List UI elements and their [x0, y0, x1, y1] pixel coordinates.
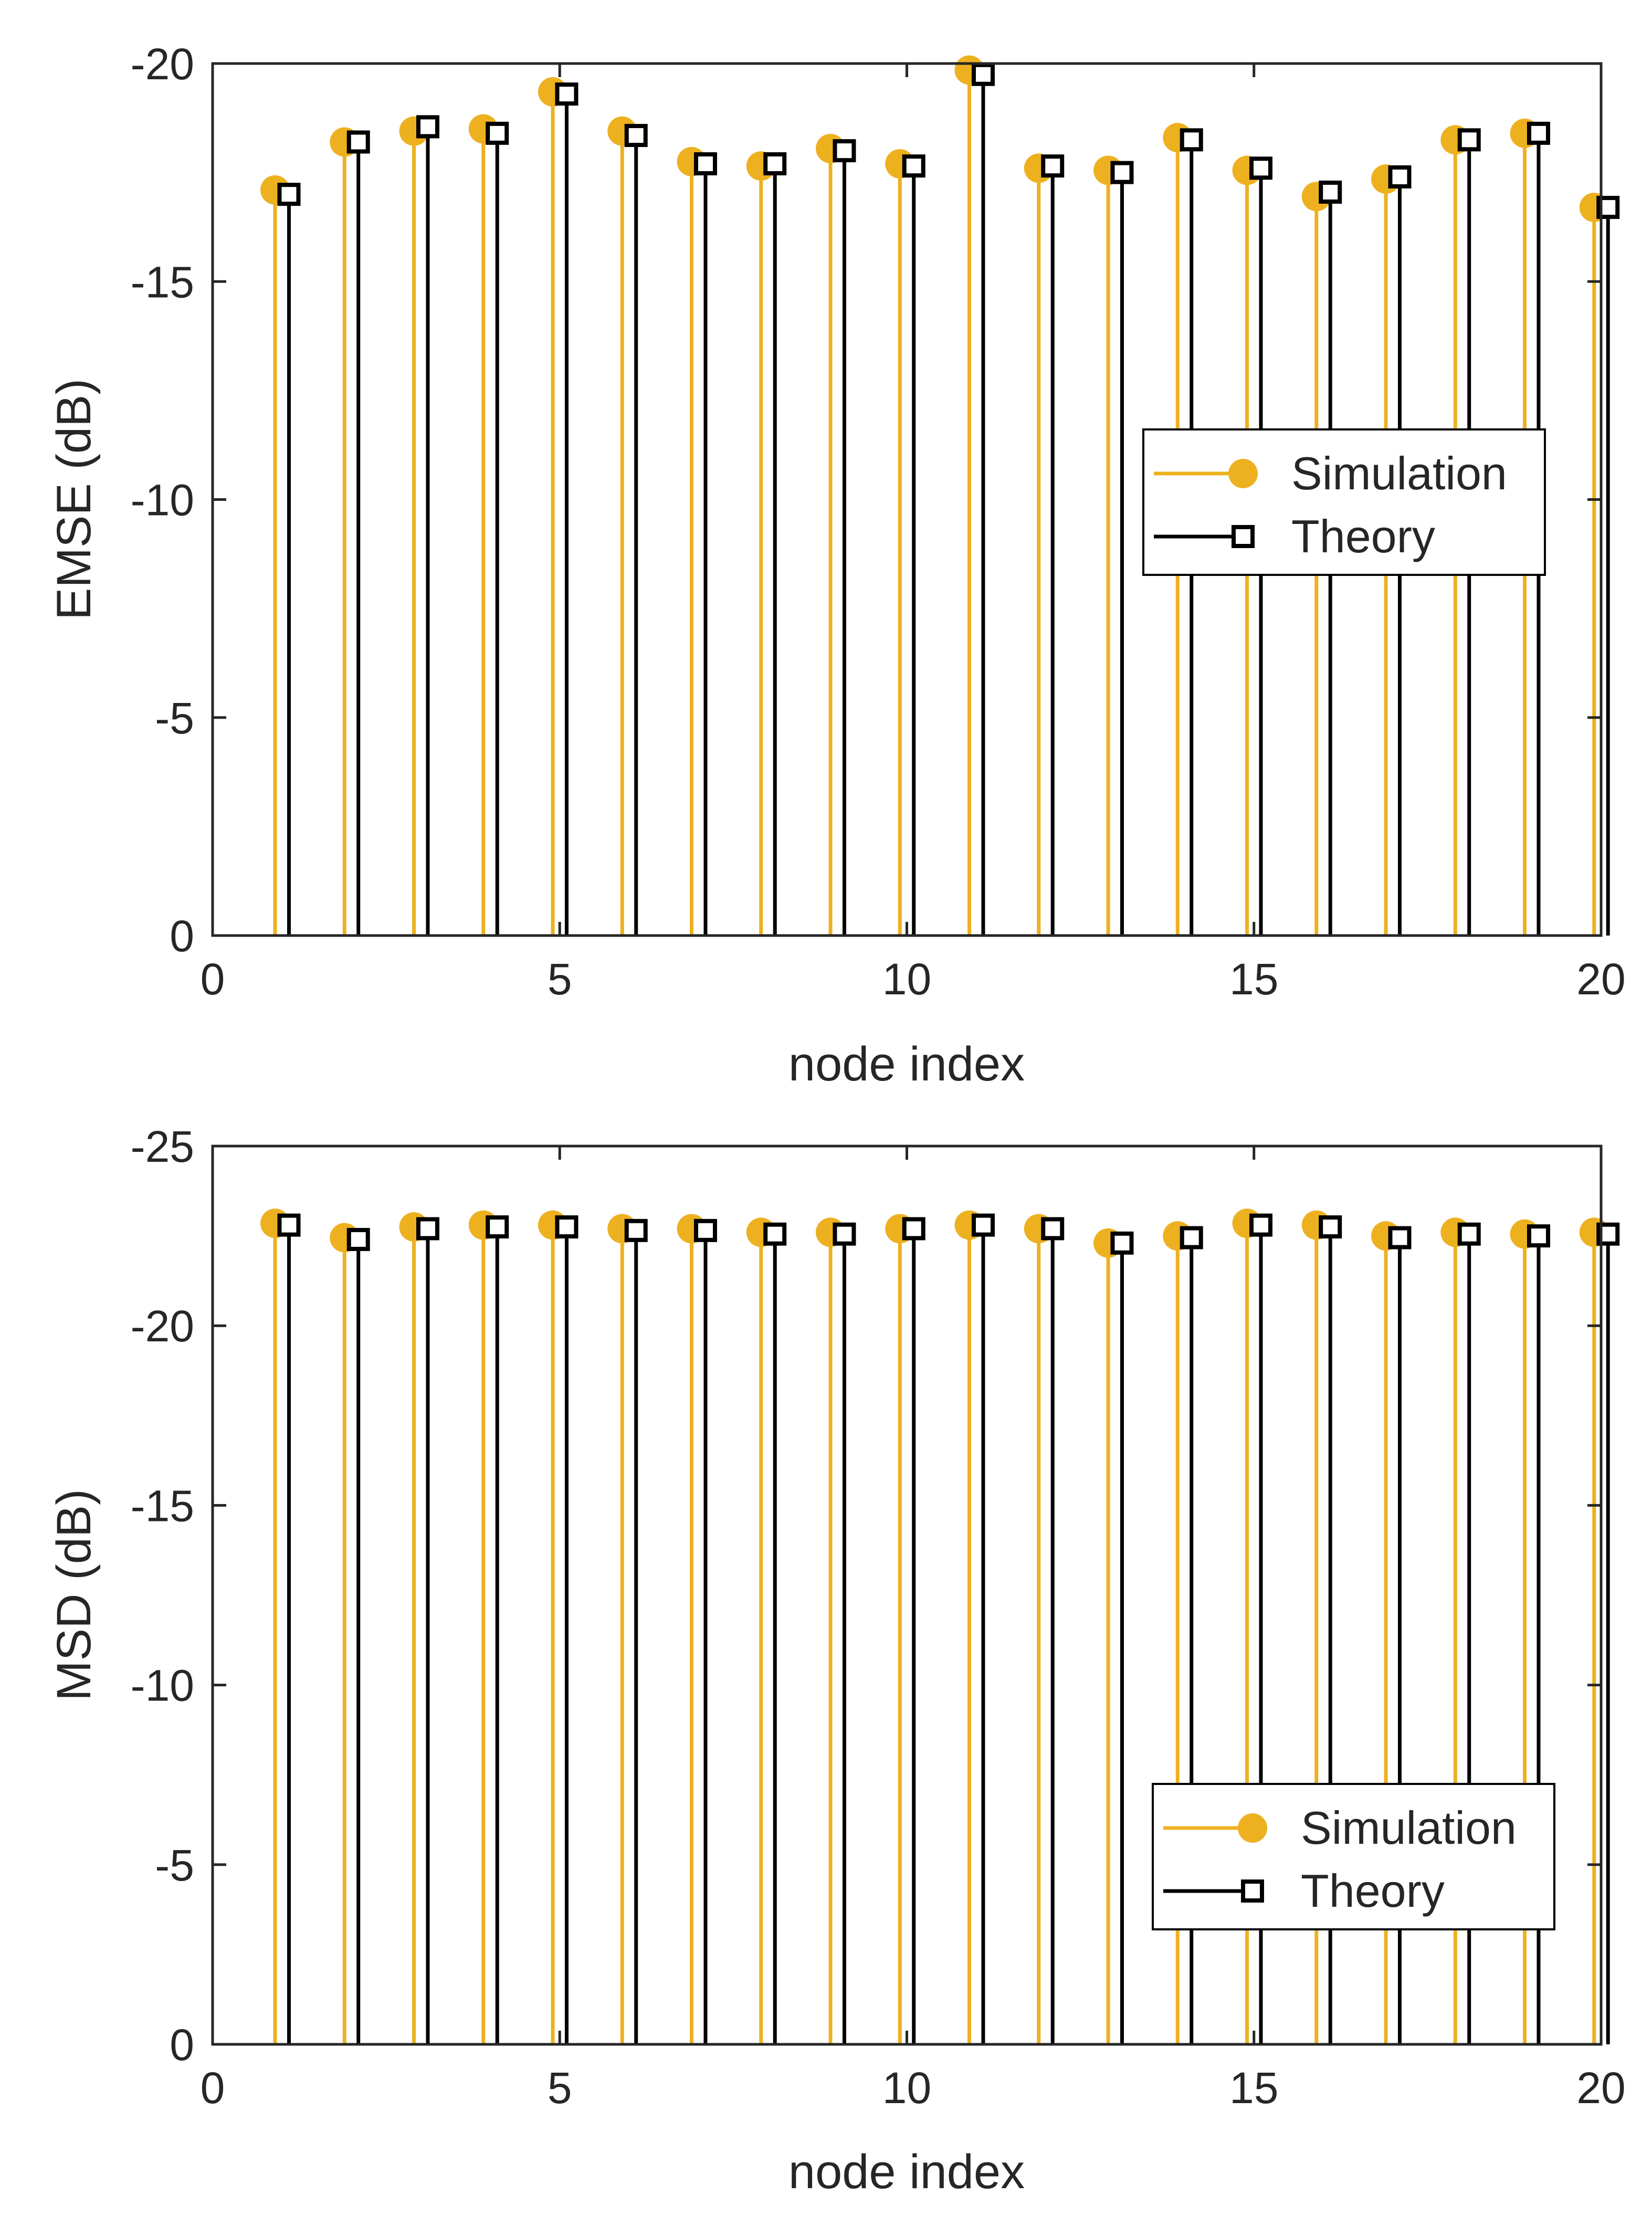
msd-legend: Simulation Theory	[1152, 1783, 1555, 1930]
msd-y-tick-label: -5	[155, 1841, 194, 1890]
emse-legend-theory-label: Theory	[1291, 510, 1435, 562]
msd-y-tick-label: -10	[131, 1661, 194, 1710]
emse-theory-marker	[1388, 165, 1412, 188]
emse-y-tick-label: -20	[131, 39, 194, 89]
emse-theory-marker	[346, 130, 370, 154]
msd-theory-marker	[624, 1219, 648, 1242]
emse-x-tick-label: 20	[1576, 954, 1625, 1004]
msd-theory-marker	[1110, 1231, 1134, 1255]
msd-x-tick-label: 15	[1229, 2063, 1278, 2113]
emse-x-tick-label: 0	[201, 954, 225, 1004]
emse-theory-marker	[1249, 156, 1272, 180]
emse-legend-theory-marker	[1232, 525, 1255, 548]
msd-theory-marker	[1319, 1215, 1342, 1238]
emse-theory-marker	[624, 124, 648, 148]
emse-theory-marker	[486, 121, 509, 145]
emse-y-axis-label: EMSE (dB)	[47, 379, 101, 620]
emse-legend-box	[1142, 428, 1546, 576]
msd-theory-marker	[346, 1227, 370, 1251]
msd-legend-simulation-marker	[1238, 1813, 1267, 1843]
msd-theory-marker	[1388, 1226, 1412, 1249]
emse-theory-marker	[1596, 196, 1620, 219]
msd-theory-marker	[1249, 1213, 1272, 1237]
msd-chart: 0 5 10 15 20 -25 -20 -15 -10 -5 0 node index MSD (…	[47, 1122, 1626, 2199]
emse-y-tick-label: -5	[155, 694, 194, 743]
emse-x-tick-label: 15	[1229, 954, 1278, 1004]
emse-theory-marker	[416, 115, 439, 139]
msd-theory-marker	[902, 1217, 925, 1241]
emse-x-axis-label: node index	[788, 1037, 1025, 1091]
msd-theory-marker	[277, 1213, 301, 1237]
msd-theory-marker	[486, 1215, 509, 1238]
msd-x-axis-label: node index	[788, 2145, 1025, 2199]
msd-theory-marker	[555, 1215, 578, 1238]
emse-theory-marker	[277, 183, 301, 206]
msd-y-tick-label: 0	[170, 2020, 194, 2070]
emse-x-tick-label: 5	[548, 954, 572, 1004]
msd-y-tick-label: -15	[131, 1481, 194, 1530]
msd-y-axis-label: MSD (dB)	[47, 1489, 101, 1701]
emse-theory-marker	[902, 154, 925, 178]
emse-theory-marker	[1527, 121, 1550, 145]
emse-theory-marker	[833, 139, 856, 163]
msd-theory-marker	[1180, 1226, 1203, 1249]
msd-theory-marker	[693, 1219, 717, 1242]
msd-x-tick-label: 10	[882, 2063, 931, 2113]
msd-legend-box	[1152, 1783, 1555, 1930]
msd-x-tick-label: 0	[201, 2063, 225, 2113]
emse-y-tick-label: -15	[131, 257, 194, 307]
emse-theory-marker	[555, 82, 578, 106]
msd-theory-marker	[1527, 1224, 1550, 1248]
emse-theory-marker	[1457, 128, 1481, 152]
msd-legend-theory-label: Theory	[1301, 1865, 1445, 1917]
emse-theory-marker	[1180, 128, 1203, 152]
msd-x-tick-label: 5	[548, 2063, 572, 2113]
msd-y-tick-label: -20	[131, 1301, 194, 1351]
emse-legend-simulation-marker	[1228, 459, 1258, 488]
emse-theory-marker	[1110, 161, 1134, 184]
msd-legend-simulation-label: Simulation	[1301, 1802, 1517, 1854]
emse-theory-marker	[763, 152, 787, 176]
msd-theory-marker	[833, 1222, 856, 1246]
emse-legend: Simulation Theory	[1142, 428, 1546, 576]
msd-theory-marker	[1041, 1217, 1065, 1241]
msd-theory-marker	[763, 1222, 787, 1246]
emse-theory-marker	[693, 152, 717, 176]
emse-y-tick-label: 0	[170, 911, 194, 961]
emse-chart: 0 5 10 15 20 -20 -15 -10 -5 0 node index EMSE (dB…	[47, 39, 1626, 1091]
emse-legend-simulation-label: Simulation	[1291, 447, 1507, 499]
emse-x-tick-label: 10	[882, 954, 931, 1004]
msd-legend-theory-marker	[1241, 1879, 1264, 1903]
msd-y-tick-label: -25	[131, 1122, 194, 1171]
emse-theory-marker	[1041, 154, 1065, 178]
msd-theory-marker	[416, 1217, 439, 1241]
emse-y-tick-label: -10	[131, 476, 194, 525]
emse-theory-marker	[1319, 180, 1342, 204]
msd-x-tick-label: 20	[1576, 2063, 1625, 2113]
msd-theory-marker	[1457, 1222, 1481, 1246]
msd-theory-marker	[971, 1213, 995, 1237]
emse-theory-marker	[971, 62, 995, 86]
